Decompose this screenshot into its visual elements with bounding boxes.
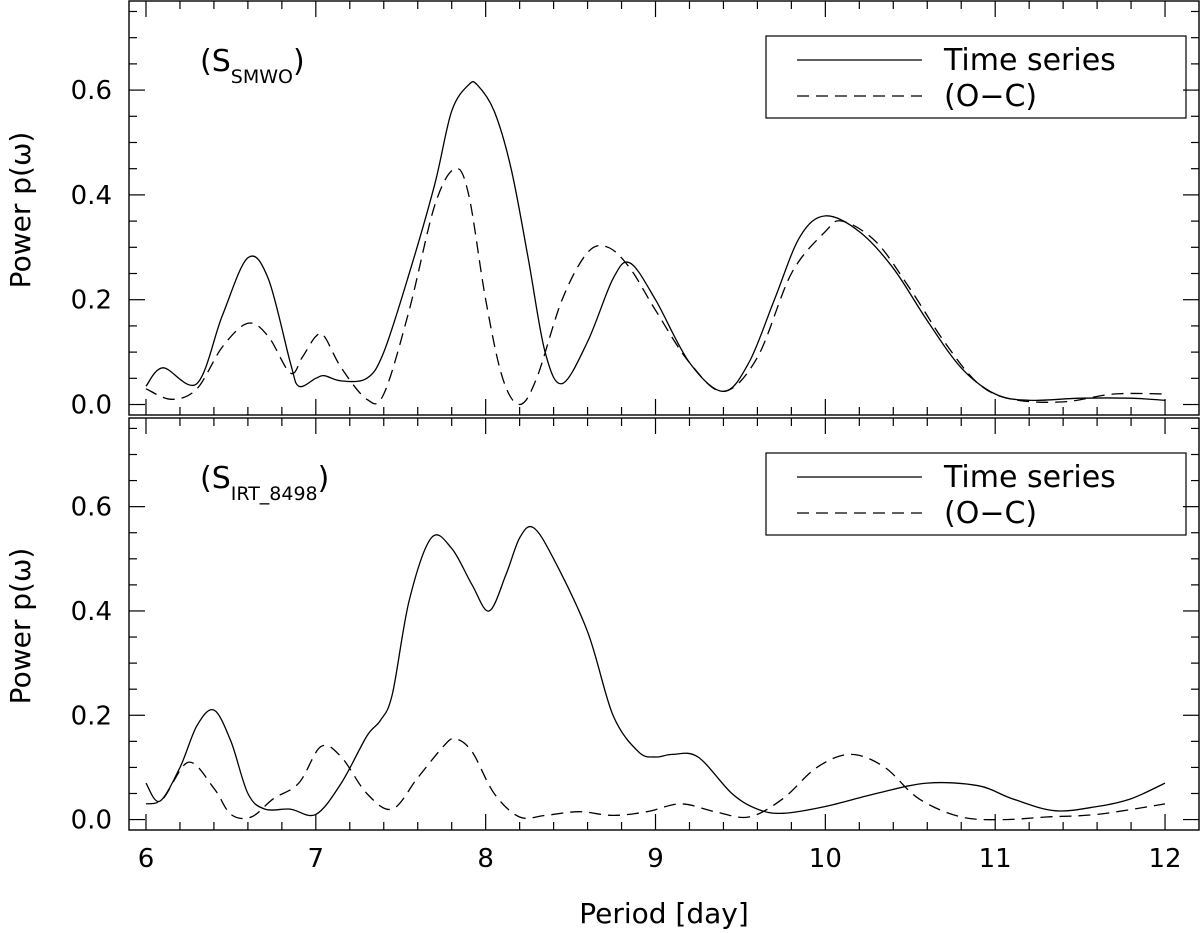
y-tick-label: 0.6 (71, 493, 112, 523)
panel-bottom-ticks (129, 418, 1199, 830)
y-tick-label: 0.2 (71, 701, 112, 731)
panel-bottom-legend: Time series (O−C) (765, 452, 1187, 536)
x-axis-title: Period [day] (579, 897, 749, 930)
series-line-timeseries (145, 525, 1166, 817)
panel-bottom-y-axis-title: Power p(ω) (4, 548, 37, 705)
x-tick-labels: 6 7 8 9 10 11 12 (138, 844, 1182, 874)
panel-top-y-tick-labels: 0.0 0.2 0.4 0.6 (71, 76, 112, 420)
panel-bottom-legend-label-oc: (O−C) (944, 496, 1037, 531)
y-tick-label: 0.0 (71, 391, 112, 421)
series-line-timeseries (145, 80, 1166, 402)
panel-top-ticks (129, 1, 1199, 415)
x-tick-label: 7 (308, 844, 325, 874)
x-tick-label: 6 (138, 844, 155, 874)
panel-top-legend-label-oc: (O−C) (944, 79, 1037, 114)
y-tick-label: 0.6 (71, 76, 112, 106)
series-line-oc (145, 737, 1166, 821)
panel-bottom-legend-box (765, 452, 1187, 536)
panel-bottom: 0.0 0.2 0.4 0.6 (SIRT_8498) Time series (O−… (4, 417, 1200, 836)
panel-top-label: (SSMWO) (200, 44, 305, 88)
panel-bottom-label: (SIRT_8498) (200, 461, 329, 505)
x-tick-label: 9 (647, 844, 664, 874)
panel-top-legend: Time series (O−C) (765, 35, 1187, 119)
panel-top-legend-box (765, 35, 1187, 119)
panel-bottom-plot-area (145, 525, 1166, 821)
panel-top-frame (128, 0, 1200, 416)
x-tick-label: 11 (979, 844, 1012, 874)
panel-bottom-legend-label-timeseries: Time series (943, 460, 1116, 495)
y-tick-label: 0.4 (71, 597, 112, 627)
panel-top-y-axis-title: Power p(ω) (4, 132, 37, 289)
y-tick-label: 0.2 (71, 286, 112, 316)
x-tick-label: 10 (809, 844, 842, 874)
panel-top-plot-area (145, 80, 1166, 406)
panel-bottom-frame (128, 417, 1200, 831)
x-tick-label: 12 (1148, 844, 1181, 874)
panel-top-legend-label-timeseries: Time series (943, 43, 1116, 78)
y-tick-label: 0.4 (71, 181, 112, 211)
x-tick-label: 8 (477, 844, 494, 874)
y-tick-label: 0.0 (71, 806, 112, 836)
panel-bottom-y-tick-labels: 0.0 0.2 0.4 0.6 (71, 493, 112, 836)
panel-top: 0.0 0.2 0.4 0.6 (SSMWO) Time series (O−C) P… (4, 0, 1200, 421)
series-line-oc (145, 167, 1166, 406)
